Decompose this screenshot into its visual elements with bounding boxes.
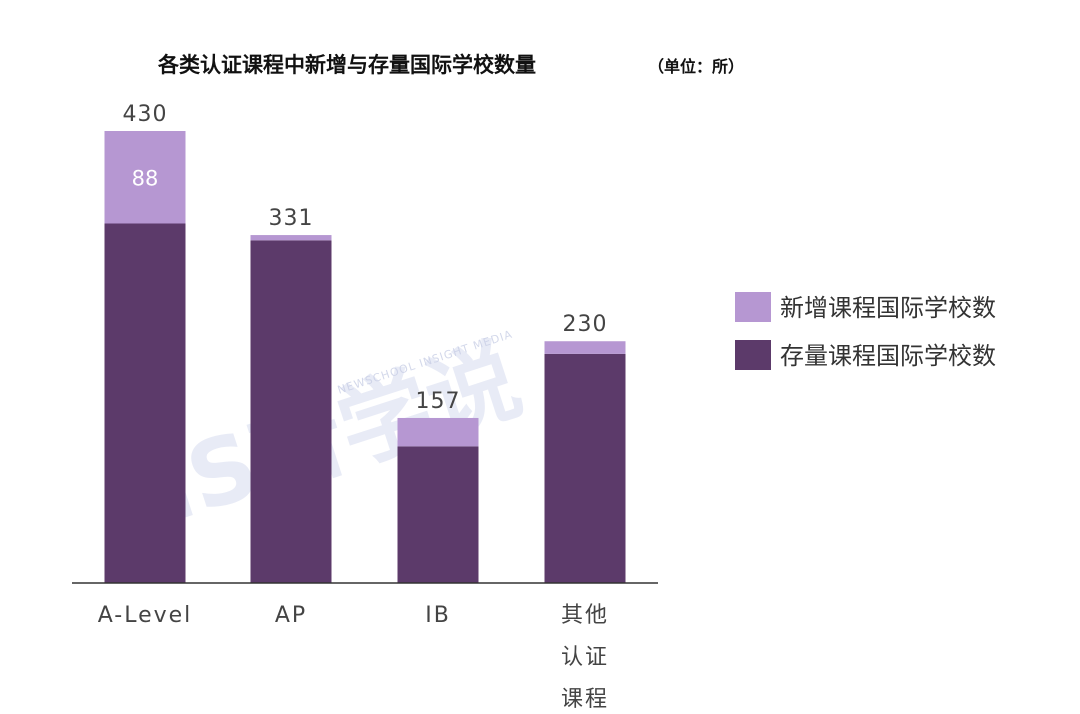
bar-existing-3 bbox=[544, 353, 626, 583]
bar-new-3 bbox=[544, 341, 626, 354]
legend: 新增课程国际学校数 存量课程国际学校数 bbox=[735, 292, 996, 370]
bars-group: 430 88 331 157 230 bbox=[104, 102, 626, 583]
total-label-2: 157 bbox=[416, 389, 461, 414]
legend-swatch-new bbox=[735, 292, 771, 322]
bar-existing-1 bbox=[250, 240, 332, 583]
category-label-0: A-Level bbox=[98, 603, 193, 628]
bar-new-0 bbox=[104, 131, 186, 224]
bar-new-1 bbox=[250, 235, 332, 241]
legend-swatch-existing bbox=[735, 340, 771, 370]
total-label-0: 430 bbox=[123, 102, 168, 127]
bar-existing-2 bbox=[397, 446, 479, 583]
total-label-1: 331 bbox=[269, 206, 314, 231]
chart-unit-note: （单位：所） bbox=[648, 57, 744, 76]
inner-label-0: 88 bbox=[132, 166, 159, 190]
legend-label-new: 新增课程国际学校数 bbox=[780, 294, 996, 322]
category-label-3-line2: 课程 bbox=[561, 687, 609, 712]
total-label-3: 230 bbox=[563, 312, 608, 337]
bar-new-2 bbox=[397, 417, 479, 447]
category-label-3: 其他 bbox=[561, 603, 609, 628]
category-label-2: IB bbox=[425, 603, 451, 628]
legend-label-existing: 存量课程国际学校数 bbox=[780, 342, 996, 370]
category-label-1: AP bbox=[275, 603, 307, 628]
chart-title: 各类认证课程中新增与存量国际学校数量 bbox=[157, 53, 536, 77]
category-label-3-line1: 认证 bbox=[561, 645, 609, 670]
bar-existing-0 bbox=[104, 223, 186, 583]
